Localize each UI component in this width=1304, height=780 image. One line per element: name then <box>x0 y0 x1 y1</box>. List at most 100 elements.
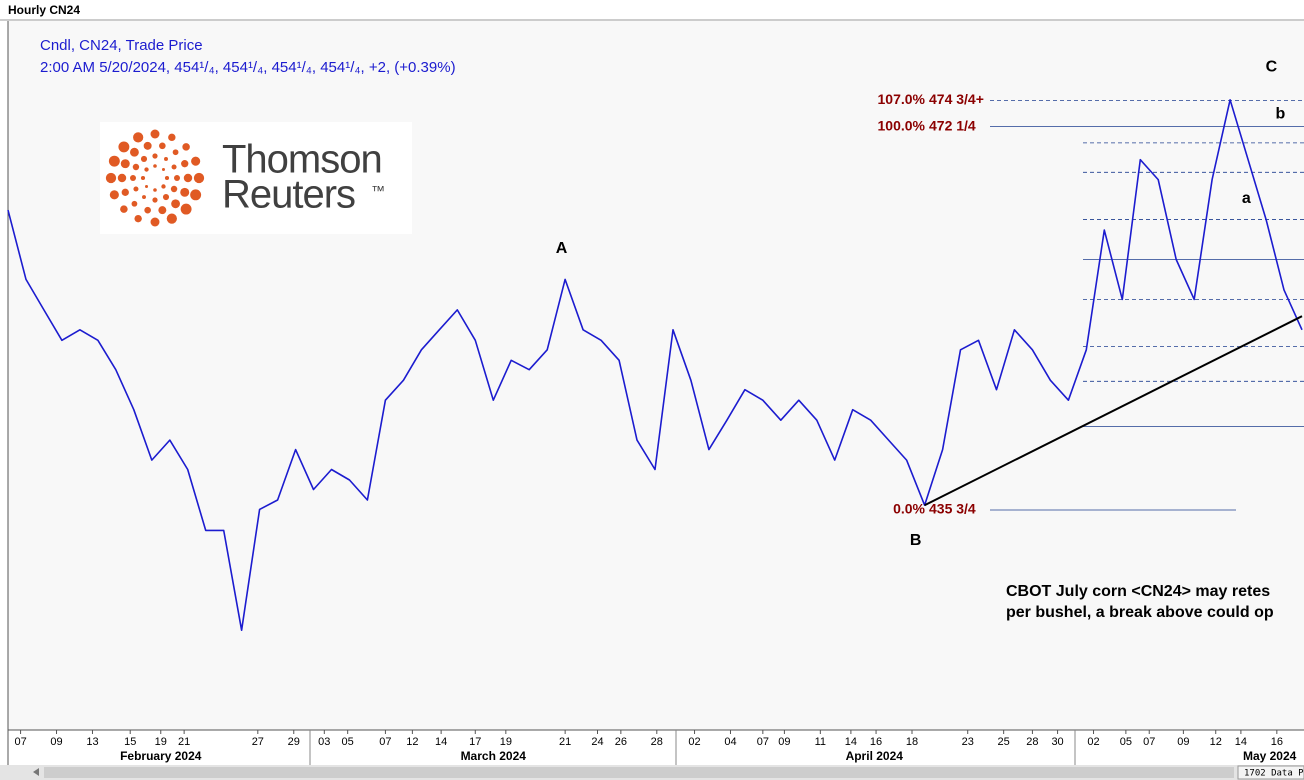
x-tick-label: 17 <box>469 736 481 748</box>
x-tick-label: 02 <box>688 736 700 748</box>
price-line <box>7 99 1303 631</box>
title-bar <box>0 0 1304 20</box>
fib-pct-label: 100.0% <box>878 117 926 133</box>
x-tick-label: 18 <box>906 736 918 748</box>
logo-dot <box>171 164 177 170</box>
chart-title: Hourly CN24 <box>8 3 80 17</box>
logo-dot <box>168 133 176 142</box>
x-tick-label: 09 <box>1177 736 1189 748</box>
month-label: April 2024 <box>846 749 904 763</box>
logo-dot <box>183 173 193 183</box>
logo-dot <box>166 213 177 224</box>
x-tick-label: 15 <box>124 736 136 748</box>
x-tick-label: 23 <box>962 736 974 748</box>
x-tick-label: 27 <box>252 736 264 748</box>
logo-dot <box>120 205 128 213</box>
x-tick-label: 24 <box>591 736 603 748</box>
annotation-text: per bushel, a break above could op <box>1006 604 1274 621</box>
logo-dot <box>143 141 152 150</box>
x-tick-label: 19 <box>155 736 167 748</box>
logo-dot <box>140 175 146 181</box>
logo-dot <box>150 129 160 139</box>
fib-price-label: 474 3/4+ <box>929 91 984 107</box>
logo-text: Reuters <box>222 173 355 217</box>
x-tick-label: 13 <box>86 736 98 748</box>
logo-dot <box>170 185 178 193</box>
logo-dot <box>118 141 130 153</box>
x-tick-label: 09 <box>778 736 790 748</box>
month-label: February 2024 <box>120 749 202 763</box>
x-tick-label: 03 <box>318 736 330 748</box>
logo-dot <box>181 160 189 168</box>
logo-dot <box>158 206 167 215</box>
x-tick-label: 02 <box>1087 736 1099 748</box>
logo-dot <box>161 168 165 172</box>
logo-dot <box>142 195 146 200</box>
logo-dot <box>193 172 205 184</box>
logo-dot <box>120 159 130 169</box>
logo-mark <box>105 129 205 227</box>
logo-dot <box>191 156 201 166</box>
logo-dot <box>153 188 157 192</box>
logo-dot <box>144 167 149 172</box>
x-tick-label: 07 <box>14 736 26 748</box>
logo-dot <box>140 155 148 163</box>
logo-trademark: ™ <box>371 183 385 199</box>
fib-price-label: 435 3/4 <box>929 501 976 517</box>
logo-dot <box>145 184 149 188</box>
logo-dot <box>172 149 179 156</box>
x-tick-label: 14 <box>1235 736 1247 748</box>
logo-dot <box>162 193 170 201</box>
logo-dot <box>117 173 127 183</box>
x-tick-label: 19 <box>500 736 512 748</box>
logo-dot <box>180 203 192 215</box>
status-text: 1702 Data P <box>1244 769 1304 779</box>
x-tick-label: 11 <box>815 736 826 748</box>
x-tick-label: 07 <box>379 736 391 748</box>
logo-dot <box>190 189 202 201</box>
scroll-arrow[interactable] <box>33 768 39 776</box>
logo-dot <box>152 197 158 203</box>
x-tick-label: 14 <box>845 736 857 748</box>
x-tick-label: 12 <box>406 736 418 748</box>
logo-dot <box>133 186 139 192</box>
logo-dot <box>159 142 166 150</box>
x-tick-label: 09 <box>50 736 62 748</box>
logo-dot <box>130 175 136 181</box>
logo-dot <box>132 163 140 171</box>
wave-label: a <box>1242 190 1251 207</box>
x-tick-label: 05 <box>1120 736 1132 748</box>
logo-dot <box>109 190 119 200</box>
logo-dot <box>182 143 190 151</box>
logo-dot <box>150 217 160 227</box>
logo-dot <box>131 200 138 207</box>
x-tick-label: 16 <box>1271 736 1283 748</box>
logo-dot <box>121 188 129 196</box>
x-tick-label: 28 <box>1026 736 1038 748</box>
logo-box <box>100 122 412 234</box>
x-tick-label: 16 <box>870 736 882 748</box>
status-box <box>1237 765 1304 780</box>
month-label: May 2024 <box>1243 749 1297 763</box>
logo-dot <box>174 175 180 181</box>
legend-quote: 2:00 AM 5/20/2024, 454¹/₄, 454¹/₄, 454¹/… <box>40 59 456 76</box>
logo-dot <box>130 147 139 157</box>
trendline <box>924 315 1303 507</box>
month-label: March 2024 <box>461 749 527 763</box>
logo-dot <box>134 214 142 223</box>
logo-dot <box>105 172 117 184</box>
x-tick-label: 25 <box>998 736 1010 748</box>
logo-dot <box>153 164 157 168</box>
wave-label: B <box>910 532 922 549</box>
logo-dot <box>152 153 158 159</box>
x-tick-label: 21 <box>559 736 571 748</box>
wave-label: C <box>1266 58 1278 75</box>
logo-dot <box>171 199 180 209</box>
logo-text: Thomson <box>222 138 382 182</box>
x-tick-label: 07 <box>757 736 769 748</box>
logo-dot <box>164 156 168 161</box>
scroll-thumb[interactable] <box>44 767 1234 778</box>
x-tick-label: 21 <box>178 736 190 748</box>
